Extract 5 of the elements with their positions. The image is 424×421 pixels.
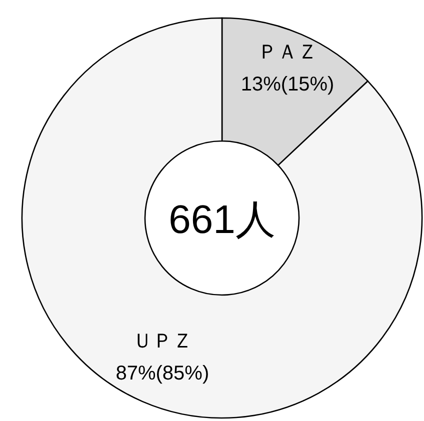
slice-label: ＰＡＺ xyxy=(258,40,318,64)
text: 661人 xyxy=(168,198,276,242)
slice-label: ＵＰＺ xyxy=(132,328,192,353)
data-label: 13%(15%) xyxy=(240,74,334,96)
data-label: 87%(85%) xyxy=(116,362,210,385)
